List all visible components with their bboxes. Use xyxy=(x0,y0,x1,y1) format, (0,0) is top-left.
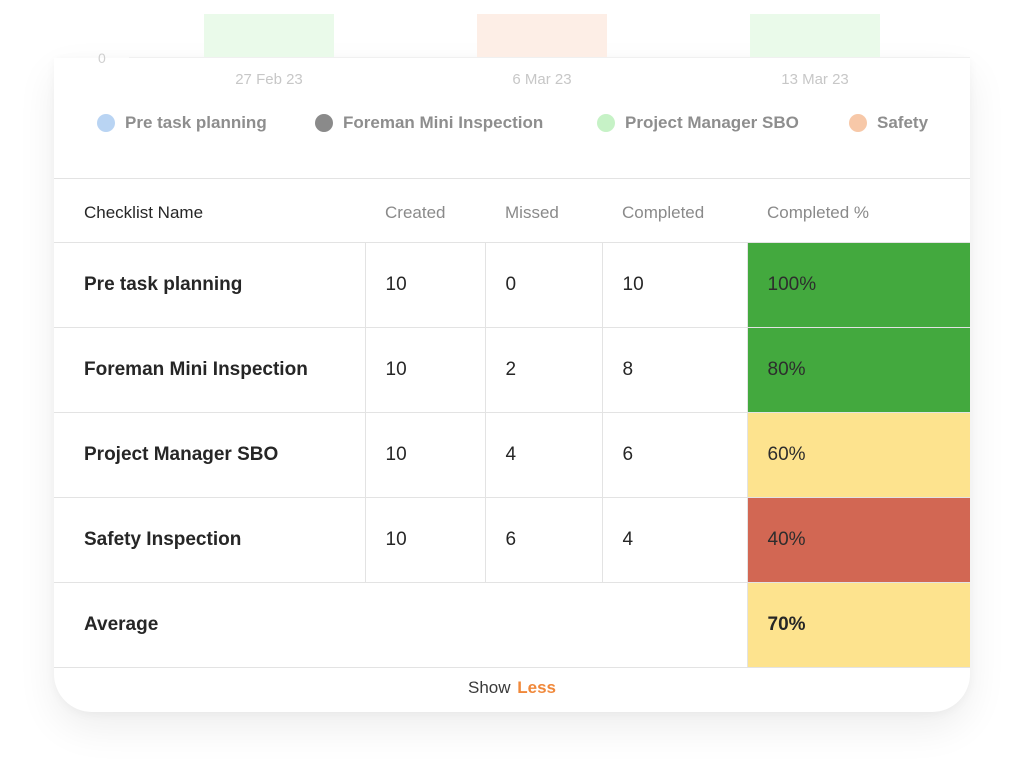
created-cell: 10 xyxy=(365,327,486,413)
completed-percent-cell: 100% xyxy=(747,242,970,328)
created-cell: 10 xyxy=(365,497,486,583)
column-header-created: Created xyxy=(365,179,485,243)
y-axis-zero-label: 0 xyxy=(98,50,106,66)
table-row: Project Manager SBO 10 4 6 60% xyxy=(54,412,970,498)
legend-label: Foreman Mini Inspection xyxy=(343,113,544,132)
checklist-name-cell: Pre task planning xyxy=(54,242,366,328)
completed-cell: 8 xyxy=(602,327,748,413)
x-axis-tick-label: 6 Mar 23 xyxy=(512,71,572,88)
checklist-name-cell: Project Manager SBO xyxy=(54,412,366,498)
table-row: Pre task planning 10 0 10 100% xyxy=(54,242,970,328)
missed-cell: 6 xyxy=(485,497,603,583)
missed-cell: 4 xyxy=(485,412,603,498)
column-header-completed-percent: Completed % xyxy=(747,179,970,243)
legend-item-project-manager-sbo[interactable]: Project Manager SBO xyxy=(597,113,799,133)
average-row: Average 70% xyxy=(54,582,970,668)
completed-cell: 10 xyxy=(602,242,748,328)
missed-cell: 0 xyxy=(485,242,603,328)
chart-bar xyxy=(204,14,334,58)
completion-chart: 0 27 Feb 23 6 Mar 23 13 Mar 23 xyxy=(54,0,970,100)
column-header-completed: Completed xyxy=(602,179,747,243)
table-header-row: Checklist Name Created Missed Completed … xyxy=(54,179,970,243)
show-label: Show xyxy=(467,678,511,697)
completed-percent-cell: 40% xyxy=(747,497,970,583)
column-header-missed: Missed xyxy=(485,179,602,243)
legend-label: Project Manager SBO xyxy=(625,113,799,132)
missed-cell: 2 xyxy=(485,327,603,413)
legend-label: Safety xyxy=(877,113,929,132)
chart-bar xyxy=(750,14,880,58)
completed-cell: 6 xyxy=(602,412,748,498)
created-cell: 10 xyxy=(365,412,486,498)
show-less-toggle[interactable]: Show Less xyxy=(54,678,970,698)
average-percent-cell: 70% xyxy=(747,582,970,668)
chart-bar xyxy=(477,14,607,58)
chart-legend: Pre task planning Foreman Mini Inspectio… xyxy=(54,113,970,139)
table-row: Foreman Mini Inspection 10 2 8 80% xyxy=(54,327,970,413)
legend-dot-icon xyxy=(97,114,115,132)
legend-item-foreman-mini-inspection[interactable]: Foreman Mini Inspection xyxy=(315,113,543,133)
checklist-name-cell: Safety Inspection xyxy=(54,497,366,583)
completed-percent-cell: 60% xyxy=(747,412,970,498)
legend-dot-icon xyxy=(597,114,615,132)
completed-percent-cell: 80% xyxy=(747,327,970,413)
legend-item-pre-task-planning[interactable]: Pre task planning xyxy=(97,113,267,133)
x-axis-tick-label: 13 Mar 23 xyxy=(781,71,849,88)
completed-cell: 4 xyxy=(602,497,748,583)
less-link[interactable]: Less xyxy=(517,678,556,697)
column-header-checklist-name: Checklist Name xyxy=(54,179,365,243)
checklist-summary-card: Pre task planning Foreman Mini Inspectio… xyxy=(54,58,970,712)
section-divider xyxy=(54,178,970,179)
legend-dot-icon xyxy=(315,114,333,132)
legend-item-safety[interactable]: Safety xyxy=(849,113,928,133)
chart-baseline xyxy=(129,57,970,58)
legend-dot-icon xyxy=(849,114,867,132)
table-row: Safety Inspection 10 6 4 40% xyxy=(54,497,970,583)
average-label: Average xyxy=(54,582,748,668)
legend-label: Pre task planning xyxy=(125,113,267,132)
x-axis-tick-label: 27 Feb 23 xyxy=(235,71,303,88)
created-cell: 10 xyxy=(365,242,486,328)
checklist-table: Checklist Name Created Missed Completed … xyxy=(54,179,970,668)
checklist-name-cell: Foreman Mini Inspection xyxy=(54,327,366,413)
